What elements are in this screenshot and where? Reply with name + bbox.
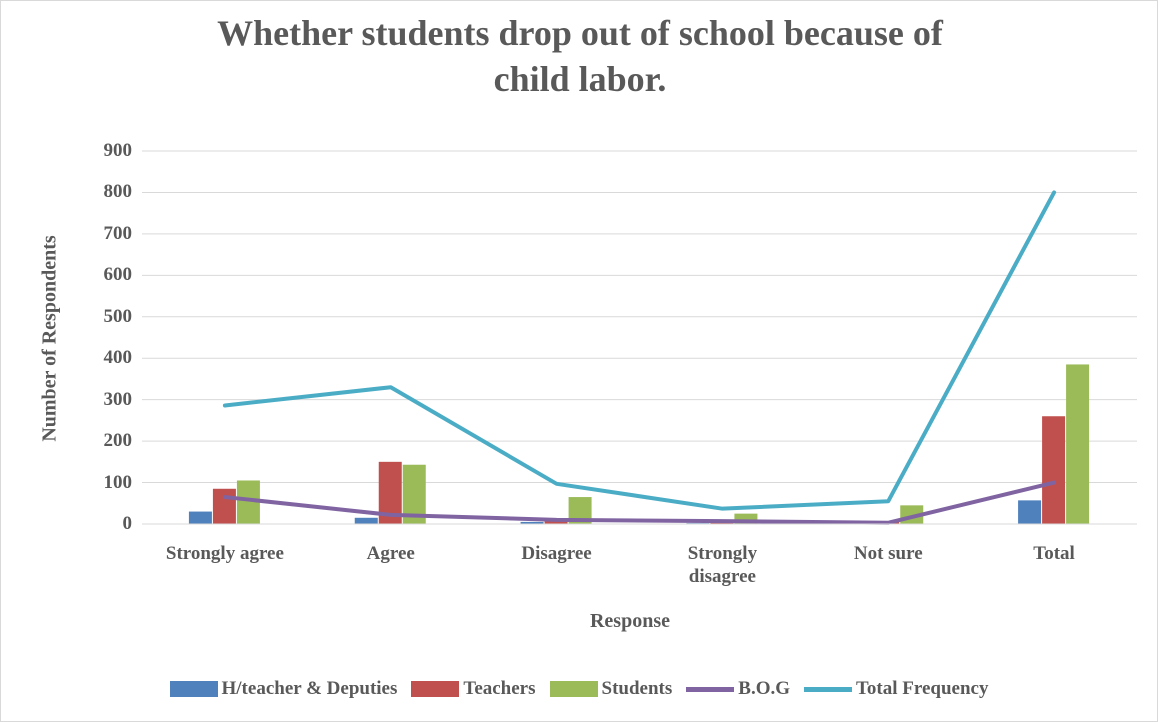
legend-label: Teachers [463,678,536,699]
y-tick-label: 600 [103,264,133,286]
chart-title: Whether students drop out of school beca… [217,13,943,99]
x-tick-label: Strongly agree [165,543,284,564]
y-tick-label: 400 [103,347,133,369]
y-tick-label: 200 [103,430,133,452]
legend-swatch [686,686,735,692]
bar [520,521,544,524]
bar [568,497,592,524]
legend-item: Teachers [411,678,536,700]
bar [734,513,758,524]
y-tick-label: 300 [103,388,133,410]
legend-swatch [549,681,598,697]
y-tick-label: 700 [103,222,133,244]
bar [354,517,378,524]
y-tick-label: 800 [103,181,133,203]
y-tick-label: 900 [103,140,133,161]
x-tick-label: Disagree [521,543,592,564]
legend-label: B.O.G [738,678,790,699]
x-tick-label: Total [1033,543,1075,564]
legend-swatch [804,686,852,692]
bar [1066,364,1090,524]
y-tick-label: 100 [103,471,133,493]
line-series [222,480,1057,525]
legend-label: Total Frequency [856,678,989,699]
bar [544,519,568,524]
x-tick-label: Agree [366,543,415,564]
x-tick-label: Not sure [853,543,923,564]
bar [378,461,402,524]
y-axis-label: Number of Respondents [38,235,61,442]
bar [236,480,260,524]
legend-item: H/teacher & Deputies [169,678,398,700]
legend-item: B.O.G [686,678,790,700]
line-series [222,190,1057,511]
bar [402,464,426,524]
x-tick-label: Strongly disagree [687,543,758,587]
y-tick-label: 500 [103,305,133,327]
legend: H/teacher & Deputies Teachers Students B.O.… [0,678,1158,700]
bar [212,488,236,524]
legend-item: Total Frequency [804,678,988,700]
legend-swatch [411,681,460,697]
legend-swatch [169,681,218,697]
bar [1042,416,1066,524]
x-axis-label: Response [589,610,670,632]
legend-item: Students [549,678,673,700]
bar [188,511,212,524]
bar [1018,500,1042,524]
legend-label: H/teacher & Deputies [221,678,398,699]
y-tick-label: 0 [122,513,133,534]
legend-label: Students [601,678,673,699]
